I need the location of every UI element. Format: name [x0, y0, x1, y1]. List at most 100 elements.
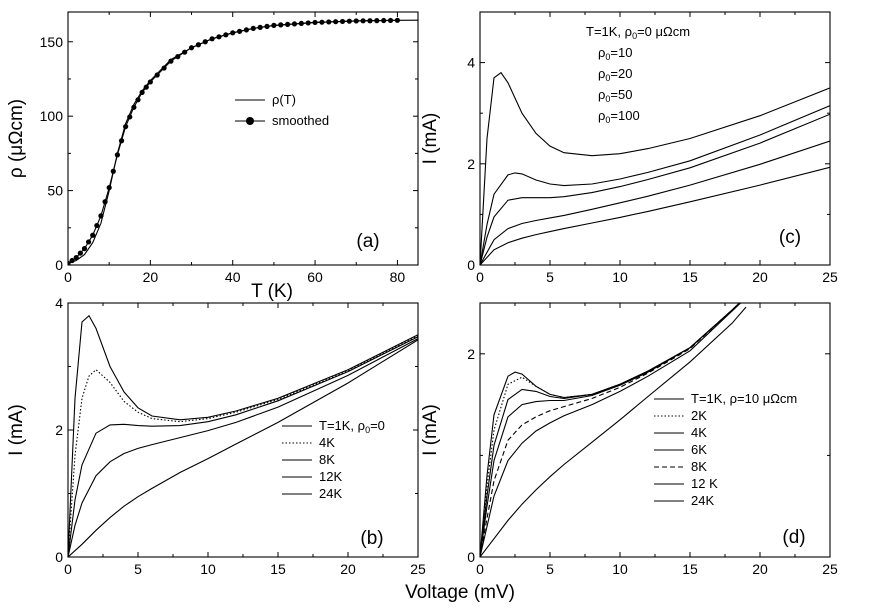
y-tick-label: 0: [467, 549, 475, 565]
series-line-0: [480, 71, 830, 265]
series-line-5: [480, 303, 742, 557]
data-point: [250, 25, 256, 31]
panel-c: 0 5 10 15 20 25 0 2 4 I (mA) T=1K, ρ0=0 μΩcm ρ0=10 ρ…: [420, 11, 838, 285]
series-line-4: [480, 303, 741, 557]
legend-label-4: 24K: [319, 486, 342, 501]
x-tick-label: 5: [546, 561, 554, 577]
legend-label-0: T=1K, ρ=10 μΩcm: [691, 391, 797, 406]
data-point: [319, 19, 325, 25]
data-point: [98, 213, 104, 219]
legend-label-0: T=1K, ρ0=0: [319, 418, 385, 435]
data-point: [305, 20, 311, 26]
data-point: [139, 89, 145, 95]
x-axis-title: T (K): [251, 281, 293, 302]
y-tick-label: 150: [40, 34, 64, 50]
series-line-6: [480, 306, 747, 557]
data-point: [298, 20, 304, 27]
legend-label-3: 6K: [691, 442, 707, 457]
data-point: [102, 199, 108, 205]
data-point: [278, 22, 284, 28]
data-point: [367, 18, 373, 24]
legend-label-3: 12K: [319, 469, 342, 484]
data-point: [326, 19, 332, 25]
series-line-4: [68, 339, 418, 557]
series-line-1: [68, 335, 418, 557]
data-point: [147, 79, 153, 85]
x-tick-label: 5: [134, 561, 142, 577]
data-point: [381, 17, 387, 24]
legend-label-4: 8K: [691, 459, 707, 474]
data-point: [223, 32, 229, 38]
y-tick-label: 2: [467, 156, 475, 172]
data-point: [154, 72, 160, 78]
y-tick-label: 0: [467, 257, 475, 273]
x-tick-label: 15: [270, 561, 286, 577]
data-point: [81, 246, 88, 252]
legend-label-5: 12 K: [691, 476, 718, 491]
curves: [68, 17, 418, 265]
x-tick-label: 0: [476, 269, 484, 285]
x-tick-label: 0: [64, 561, 72, 577]
x-tick-label: 20: [340, 561, 356, 577]
plot-frame: [479, 302, 831, 558]
data-point: [243, 27, 250, 33]
x-tick-label: 15: [682, 561, 698, 577]
x-tick-label: 60: [307, 269, 323, 285]
legend-label-1: ρ0=10: [598, 45, 632, 62]
plot-frame: [67, 11, 419, 266]
x-tick-label: 0: [64, 269, 72, 285]
legend-label-1: smoothed: [272, 113, 329, 128]
data-point: [339, 18, 346, 25]
data-point: [202, 39, 208, 45]
data-point: [236, 28, 243, 34]
series-line-1: [480, 105, 830, 265]
y-tick-label: 4: [467, 55, 475, 71]
panel-label: (b): [360, 528, 383, 549]
curves: [68, 314, 418, 557]
data-point: [195, 42, 201, 48]
data-point: [114, 152, 121, 158]
curves: [480, 71, 830, 265]
y-tick-label: 4: [55, 295, 63, 311]
legend-label-2: 8K: [319, 452, 335, 467]
data-point: [85, 239, 92, 245]
data-point: [127, 114, 133, 120]
series-line-3: [480, 303, 741, 557]
series-line-3: [480, 140, 830, 265]
legend: T=1K, ρ0=0 μΩcm ρ0=10 ρ0=20 ρ0=50 ρ0=100: [586, 24, 690, 125]
data-point: [131, 104, 137, 110]
legend: T=1K, ρ0=04K 8K 12K 24K: [282, 418, 385, 501]
y-tick-label: 0: [55, 549, 63, 565]
data-point: [285, 21, 291, 28]
data-point: [161, 65, 167, 71]
data-point: [118, 138, 125, 144]
y-axis-title: I (mA): [420, 404, 441, 456]
x-tick-label: 80: [390, 269, 406, 285]
data-point: [77, 250, 83, 256]
data-point: [73, 254, 79, 261]
x-tick-label: 10: [200, 561, 216, 577]
legend-label-0: T=1K, ρ0=0 μΩcm: [586, 24, 690, 41]
x-tick-label: 25: [410, 561, 426, 577]
y-axis-title: I (mA): [420, 113, 441, 165]
y-axis-title: ρ (μΩcm): [6, 99, 27, 178]
data-point: [188, 45, 195, 51]
data-point: [69, 257, 75, 264]
data-point: [135, 97, 141, 103]
data-point: [94, 222, 100, 229]
legend-label-6: 24K: [691, 493, 714, 508]
data-point: [374, 18, 380, 24]
data-point: [230, 30, 236, 36]
data-point: [143, 84, 149, 90]
data-point: [168, 58, 174, 64]
x-tick-label: 20: [143, 269, 159, 285]
series-line-1: [480, 303, 741, 557]
legend-marker: [246, 117, 254, 125]
series-line-4: [480, 166, 830, 265]
x-tick-label: 25: [822, 269, 838, 285]
y-tick-label: 2: [55, 422, 63, 438]
data-point: [123, 123, 129, 130]
panel-label: (d): [782, 527, 805, 548]
legend-label-2: 4K: [691, 425, 707, 440]
data-point: [106, 185, 112, 191]
